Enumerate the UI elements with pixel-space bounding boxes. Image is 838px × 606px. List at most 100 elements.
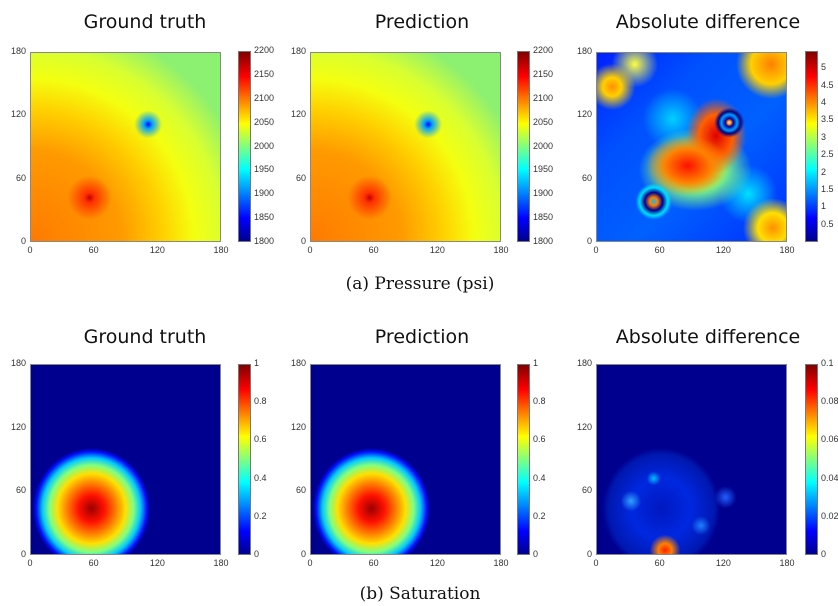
- colorbar-tick-label: 0.4: [254, 472, 267, 483]
- colorbar-tick-label: 0.6: [533, 434, 546, 445]
- colorbar-tick-label: 2100: [533, 92, 554, 103]
- colorbar-tick-label: 1900: [254, 188, 275, 199]
- colorbar-tick-label: 0.8: [254, 396, 267, 407]
- colorbar-tick-label: 0.1: [821, 358, 834, 368]
- x-tick-label: 180: [213, 245, 229, 255]
- x-tick-label: 180: [493, 245, 509, 255]
- x-tick-label: 0: [27, 558, 33, 568]
- y-tick-label: 0: [586, 236, 592, 246]
- x-tick-label: 180: [213, 558, 229, 568]
- y-tick-label: 120: [10, 109, 26, 120]
- colorbar-tick-label: 4: [821, 97, 827, 108]
- y-tick-label: 120: [576, 421, 592, 432]
- y-tick-label: 180: [10, 46, 26, 56]
- x-tick-label: 180: [493, 558, 509, 568]
- colorbar-tick-label: 0.08: [821, 396, 838, 407]
- colorbar-tick-label: 1: [254, 358, 260, 368]
- caption-saturation: (b) Saturation: [359, 584, 481, 604]
- x-tick-label: 0: [593, 558, 599, 568]
- panel-title: Ground truth: [83, 326, 207, 348]
- colorbar-tick-label: 0.06: [821, 434, 838, 445]
- heatmap-saturation-prediction: [310, 364, 501, 555]
- x-tick-label: 60: [368, 245, 379, 255]
- heatmap-pressure-prediction: [310, 52, 501, 242]
- x-tick-label: 120: [715, 245, 731, 255]
- colorbar-pressure-prediction: [517, 51, 530, 242]
- colorbar-tick-label: 2000: [254, 140, 275, 151]
- colorbar-tick-label: 2.5: [821, 149, 834, 160]
- y-tick-label: 180: [290, 358, 306, 368]
- colorbar-tick-label: 0.04: [821, 472, 838, 483]
- x-tick-label: 120: [429, 558, 445, 568]
- colorbar-tick-label: 1800: [533, 236, 554, 246]
- colorbar-saturation-prediction: [517, 364, 530, 555]
- colorbar-tick-label: 2150: [254, 68, 275, 79]
- y-tick-label: 180: [576, 46, 592, 56]
- y-tick-label: 60: [295, 172, 306, 183]
- colorbar-tick-label: 2200: [533, 45, 554, 55]
- panel-title: Absolute difference: [615, 326, 801, 348]
- colorbar-tick-label: 1800: [254, 236, 275, 246]
- panel-title: Absolute difference: [615, 11, 801, 33]
- colorbar-tick-label: 5: [821, 62, 827, 73]
- colorbar-tick-label: 0.5: [821, 218, 834, 229]
- heatmap-pressure-difference: [596, 52, 787, 242]
- x-tick-label: 60: [88, 558, 99, 568]
- x-tick-label: 60: [368, 558, 379, 568]
- x-tick-label: 0: [593, 245, 599, 255]
- y-tick-label: 0: [300, 549, 306, 559]
- colorbar-tick-label: 0.2: [254, 510, 267, 521]
- y-tick-label: 60: [581, 485, 592, 496]
- colorbar-tick-label: 2150: [533, 68, 554, 79]
- colorbar-tick-label: 1: [821, 201, 827, 212]
- x-tick-label: 180: [779, 245, 795, 255]
- panel-title: Ground truth: [83, 11, 207, 33]
- colorbar-tick-label: 1.5: [821, 183, 834, 194]
- colorbar-tick-label: 3.5: [821, 114, 834, 125]
- y-tick-label: 0: [20, 549, 26, 559]
- colorbar-tick-label: 0.6: [254, 434, 267, 445]
- colorbar-tick-label: 1850: [254, 212, 275, 223]
- colorbar-tick-label: 0.8: [533, 396, 546, 407]
- x-tick-label: 0: [307, 245, 313, 255]
- colorbar-tick-label: 2000: [533, 140, 554, 151]
- y-tick-label: 180: [576, 358, 592, 368]
- x-tick-label: 60: [654, 245, 665, 255]
- panel-title: Prediction: [374, 11, 470, 33]
- y-tick-label: 120: [290, 421, 306, 432]
- x-tick-label: 120: [715, 558, 731, 568]
- colorbar-tick-label: 0: [254, 549, 260, 559]
- y-tick-label: 180: [290, 46, 306, 56]
- y-tick-label: 180: [10, 358, 26, 368]
- y-tick-label: 120: [290, 109, 306, 120]
- colorbar-tick-label: 2100: [254, 92, 275, 103]
- x-tick-label: 0: [27, 245, 33, 255]
- colorbar-tick-label: 1900: [533, 188, 554, 199]
- colorbar-tick-label: 1950: [533, 164, 554, 175]
- colorbar-tick-label: 2050: [533, 116, 554, 127]
- x-tick-label: 0: [307, 558, 313, 568]
- y-tick-label: 120: [576, 109, 592, 120]
- colorbar-tick-label: 2050: [254, 116, 275, 127]
- y-tick-label: 60: [581, 172, 592, 183]
- panel-title: Prediction: [374, 326, 470, 348]
- y-tick-label: 0: [20, 236, 26, 246]
- colorbar-tick-label: 2: [821, 166, 827, 177]
- colorbar-tick-label: 4.5: [821, 79, 834, 90]
- colorbar-tick-label: 3: [821, 131, 827, 142]
- colorbar-saturation-ground-truth: [238, 364, 251, 555]
- x-tick-label: 180: [779, 558, 795, 568]
- heatmap-saturation-difference: [596, 364, 787, 555]
- colorbar-pressure-difference: [805, 51, 818, 242]
- x-tick-label: 60: [88, 245, 99, 255]
- colorbar-saturation-difference: [805, 364, 818, 555]
- heatmap-saturation-ground-truth: [30, 364, 221, 555]
- x-tick-label: 60: [654, 558, 665, 568]
- y-tick-label: 60: [15, 172, 26, 183]
- caption-pressure: (a) Pressure (psi): [345, 274, 495, 294]
- colorbar-tick-label: 2200: [254, 45, 275, 55]
- y-tick-label: 120: [10, 421, 26, 432]
- y-tick-label: 0: [300, 236, 306, 246]
- heatmap-pressure-ground-truth: [30, 52, 221, 242]
- colorbar-tick-label: 1850: [533, 212, 554, 223]
